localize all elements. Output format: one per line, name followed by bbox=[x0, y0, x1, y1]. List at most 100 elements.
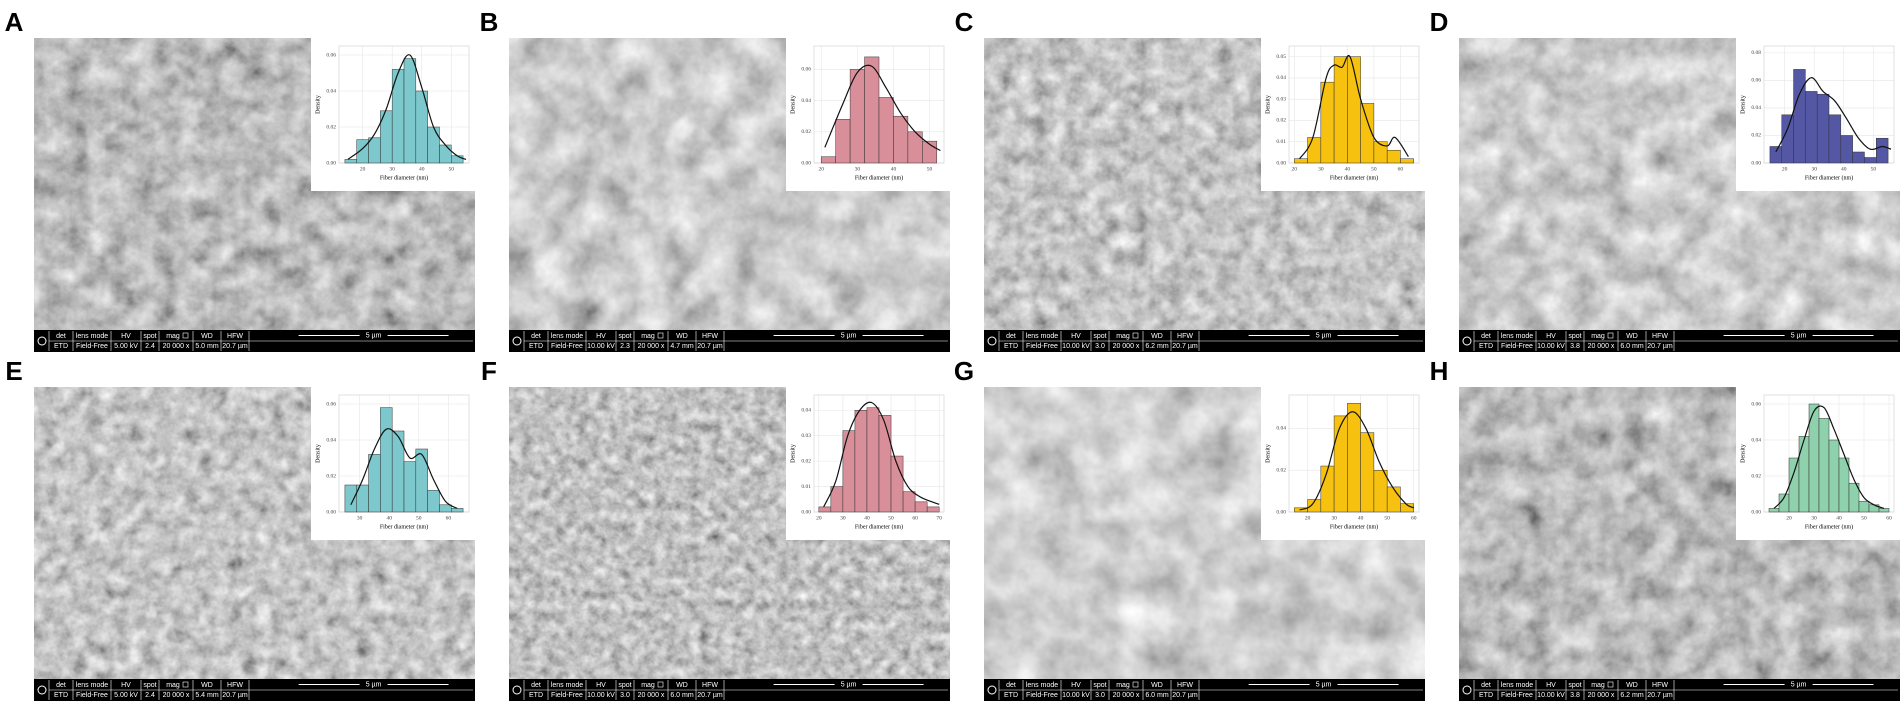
x-tick-label: 60 bbox=[446, 515, 452, 521]
info-value: Field-Free bbox=[551, 343, 583, 350]
info-value: ETD bbox=[529, 343, 543, 350]
info-value: ETD bbox=[1004, 343, 1018, 350]
panel-label: E bbox=[5, 356, 22, 386]
x-tick-label: 50 bbox=[1871, 166, 1877, 172]
bar bbox=[1333, 56, 1348, 164]
bar bbox=[1769, 146, 1782, 164]
panel-label: G bbox=[954, 356, 974, 386]
y-axis-label: Density bbox=[1740, 444, 1746, 463]
x-tick-label: 60 bbox=[1886, 515, 1892, 521]
info-value: 20 000 x bbox=[638, 692, 665, 699]
info-header: spot bbox=[143, 333, 156, 340]
scale-label: 5 µm bbox=[841, 681, 857, 688]
info-header: HFW bbox=[1652, 333, 1668, 340]
bar bbox=[415, 448, 428, 513]
info-header: HFW bbox=[1177, 682, 1193, 689]
scale-label: 5 µm bbox=[1316, 332, 1332, 339]
x-tick-label: 20 bbox=[818, 166, 824, 172]
mag-icon bbox=[1132, 681, 1139, 688]
y-tick-label: 0.06 bbox=[326, 52, 336, 58]
y-tick-label: 0.02 bbox=[326, 473, 336, 479]
panel-label: A bbox=[5, 7, 24, 37]
bar bbox=[451, 155, 464, 164]
scale-bg bbox=[359, 331, 388, 340]
scale-bg bbox=[834, 331, 863, 340]
bar bbox=[1798, 436, 1810, 513]
bar bbox=[835, 119, 851, 164]
panel-label: B bbox=[480, 7, 499, 37]
scale-label: 5 µm bbox=[1316, 681, 1332, 688]
info-value: Field-Free bbox=[76, 343, 108, 350]
info-value: 20 000 x bbox=[163, 343, 190, 350]
x-tick-label: 30 bbox=[1331, 515, 1337, 521]
x-axis-label: Fiber diameter (nm) bbox=[1805, 523, 1853, 530]
info-header: HV bbox=[121, 682, 131, 689]
info-value: 20.7 µm bbox=[1647, 692, 1673, 699]
x-tick-label: 50 bbox=[1861, 515, 1867, 521]
info-header: mag bbox=[1116, 333, 1130, 340]
logo bbox=[987, 685, 997, 695]
x-tick-label: 40 bbox=[1345, 166, 1351, 172]
panel-label: F bbox=[481, 356, 497, 386]
bar bbox=[1768, 508, 1780, 513]
info-value: 3.0 bbox=[1095, 692, 1105, 699]
mag-icon bbox=[182, 681, 189, 688]
panel-label: H bbox=[1430, 356, 1449, 386]
scale-bg bbox=[1784, 331, 1813, 340]
y-tick-label: 0.04 bbox=[1751, 437, 1761, 443]
y-tick-label: 0.00 bbox=[326, 160, 336, 166]
scale-bg bbox=[1309, 680, 1338, 689]
info-header: HFW bbox=[1652, 682, 1668, 689]
bar bbox=[914, 501, 928, 513]
info-header: HFW bbox=[702, 682, 718, 689]
scale-bg bbox=[834, 680, 863, 689]
y-tick-label: 0.04 bbox=[326, 437, 336, 443]
scale-label: 5 µm bbox=[1791, 681, 1807, 688]
x-tick-label: 50 bbox=[888, 515, 894, 521]
y-tick-label: 0.02 bbox=[801, 129, 811, 135]
bar bbox=[403, 58, 417, 164]
bar bbox=[878, 97, 894, 164]
x-axis-label: Fiber diameter (nm) bbox=[380, 523, 428, 530]
bar bbox=[1400, 158, 1414, 164]
y-axis-label: Density bbox=[790, 95, 796, 114]
bar bbox=[451, 508, 464, 513]
bar bbox=[818, 506, 832, 513]
logo bbox=[512, 336, 522, 346]
info-value: 20 000 x bbox=[1588, 692, 1615, 699]
x-tick-label: 60 bbox=[1398, 166, 1404, 172]
info-header: spot bbox=[618, 333, 631, 340]
info-value: ETD bbox=[1004, 692, 1018, 699]
mag-icon bbox=[182, 332, 189, 339]
info-value: Field-Free bbox=[1501, 343, 1533, 350]
bar bbox=[427, 126, 440, 164]
x-tick-label: 40 bbox=[891, 166, 897, 172]
bar bbox=[1828, 114, 1842, 164]
info-header: spot bbox=[1093, 682, 1106, 689]
x-tick-label: 30 bbox=[389, 166, 395, 172]
info-value: 20.7 µm bbox=[697, 692, 723, 699]
x-tick-label: 20 bbox=[1786, 515, 1792, 521]
bar bbox=[1333, 415, 1348, 513]
y-tick-label: 0.02 bbox=[1276, 467, 1286, 473]
info-header: WD bbox=[676, 682, 688, 689]
info-header: spot bbox=[143, 682, 156, 689]
scale-label: 5 µm bbox=[366, 681, 382, 688]
bar bbox=[1360, 103, 1375, 164]
density-curve bbox=[347, 54, 467, 160]
info-header: WD bbox=[1151, 682, 1163, 689]
info-value: 3.8 bbox=[1570, 343, 1580, 350]
bar bbox=[842, 430, 856, 513]
y-tick-label: 0.03 bbox=[1276, 96, 1286, 102]
info-value: 5.4 mm bbox=[195, 692, 219, 699]
bar bbox=[1878, 508, 1890, 513]
info-header: lens mode bbox=[1501, 333, 1533, 340]
bar bbox=[1852, 151, 1865, 164]
scale-label: 5 µm bbox=[1791, 332, 1807, 339]
logo bbox=[37, 336, 47, 346]
bar bbox=[1781, 114, 1794, 164]
x-axis-label: Fiber diameter (nm) bbox=[855, 174, 903, 181]
bar bbox=[439, 144, 452, 164]
bar bbox=[403, 461, 417, 513]
